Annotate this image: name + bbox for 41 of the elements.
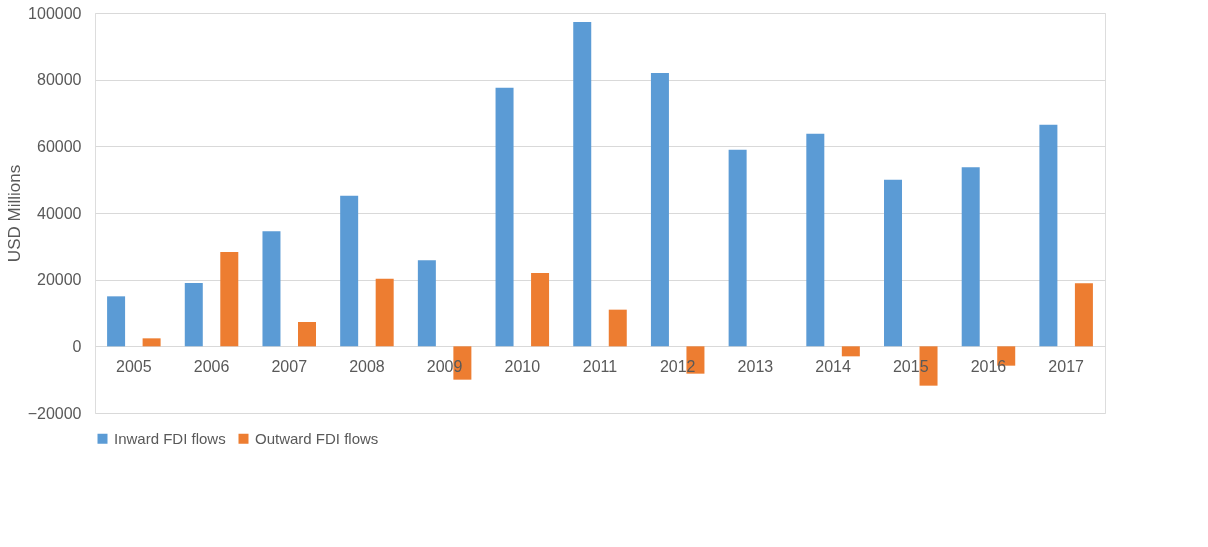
x-tick-label: 2013 xyxy=(737,357,774,375)
bar xyxy=(142,338,161,347)
y-tick-label: 0 xyxy=(72,337,82,355)
bar xyxy=(884,179,903,347)
x-tick-label: 2011 xyxy=(582,357,618,375)
y-axis-title: USD Millions xyxy=(4,164,24,263)
bar xyxy=(650,73,669,347)
bar xyxy=(375,278,394,347)
bar xyxy=(495,87,514,347)
y-tick-label: −20000 xyxy=(27,404,82,422)
y-tick-label: 100000 xyxy=(28,4,82,22)
legend-label: Inward FDI flows xyxy=(114,429,226,447)
x-tick-label: 2008 xyxy=(349,357,385,375)
bar xyxy=(573,22,592,347)
bar xyxy=(1039,124,1058,347)
bar xyxy=(417,260,436,347)
y-tick-label: 40000 xyxy=(37,204,82,222)
y-tick-label: 60000 xyxy=(37,137,82,155)
x-tick-label: 2016 xyxy=(970,357,1007,375)
x-tick-label: 2017 xyxy=(1048,357,1085,375)
bar xyxy=(297,322,316,347)
x-tick-label: 2010 xyxy=(504,357,541,375)
bar xyxy=(806,133,825,347)
bar xyxy=(107,296,126,347)
x-tick-label: 2014 xyxy=(815,357,851,375)
bar xyxy=(608,309,627,347)
bar xyxy=(841,346,860,357)
bar xyxy=(262,231,281,347)
y-tick-label: 20000 xyxy=(37,271,82,289)
bar xyxy=(184,283,203,347)
y-tick-label: 80000 xyxy=(37,71,82,89)
bar xyxy=(1074,283,1093,347)
x-tick-label: 2007 xyxy=(271,357,308,375)
bar xyxy=(531,273,550,347)
x-tick-label: 2005 xyxy=(116,357,152,375)
bar xyxy=(220,252,239,347)
x-tick-label: 2006 xyxy=(193,357,230,375)
bar xyxy=(340,195,359,347)
bar xyxy=(961,167,980,347)
bar xyxy=(728,149,747,347)
legend-label: Outward FDI flows xyxy=(255,429,379,447)
